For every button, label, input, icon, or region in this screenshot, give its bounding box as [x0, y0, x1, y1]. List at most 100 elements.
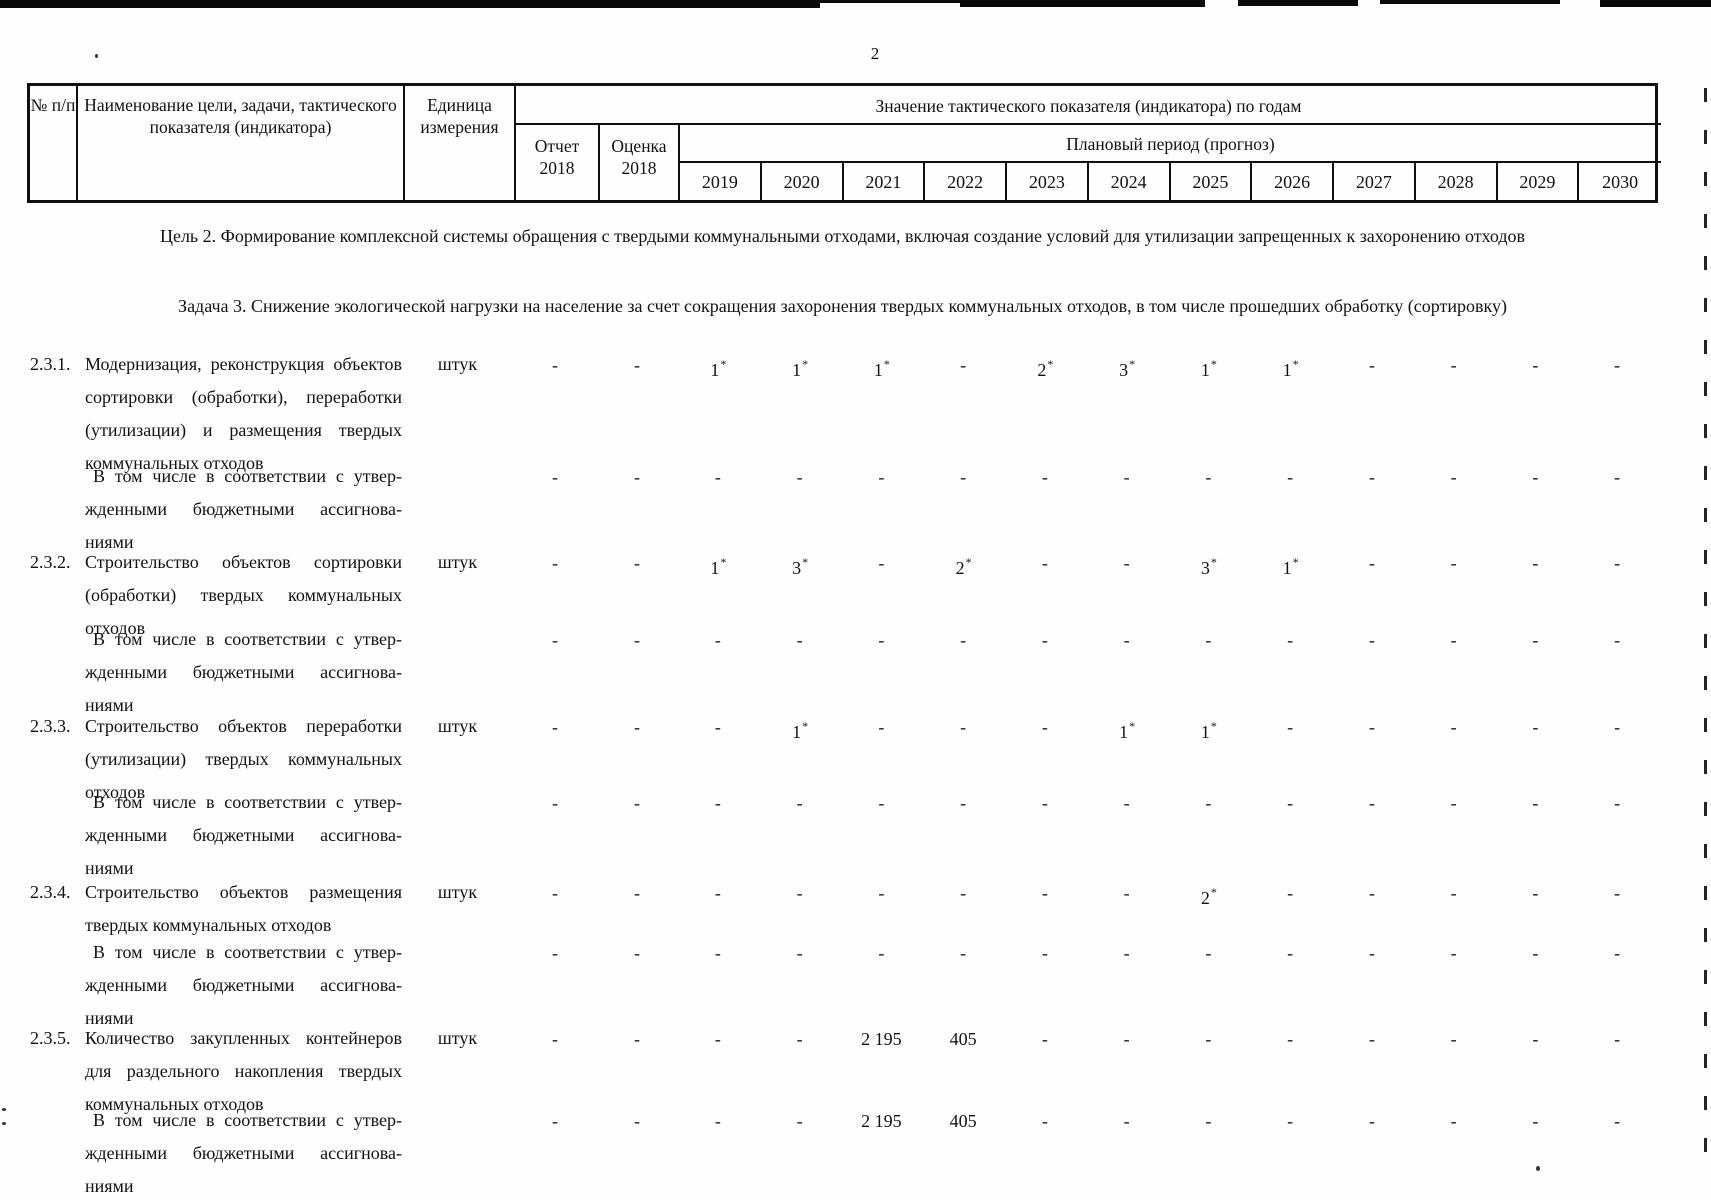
row-value: 2 195 [861, 1111, 902, 1131]
row-value: - [1614, 883, 1621, 903]
table-subrow: В том числе в соответствии с утвер­жденн… [27, 936, 1658, 1035]
footnote-asterisk: * [1292, 357, 1299, 371]
row-unit: штук [437, 1028, 478, 1048]
row-value: - [1614, 553, 1621, 573]
row-value: - [714, 1111, 721, 1131]
column-header-year-2022: 2022 [925, 163, 1007, 200]
row-value: - [1041, 1111, 1048, 1131]
row-name: В том числе в соответствии с утвер­жденн… [85, 629, 402, 715]
row-value: - [1532, 1111, 1539, 1131]
row-value: - [1450, 355, 1457, 375]
scan-artifact-bar [1600, 0, 1711, 7]
row-value: - [1287, 793, 1294, 813]
row-value: - [1041, 467, 1048, 487]
footnote-asterisk: * [1047, 357, 1054, 371]
column-header-year-2028: 2028 [1416, 163, 1498, 200]
row-value: - [878, 717, 885, 737]
row-value: 3* [1119, 357, 1136, 380]
row-value: - [1041, 717, 1048, 737]
row-value: - [1614, 943, 1621, 963]
row-value: - [1614, 717, 1621, 737]
row-value: - [1287, 630, 1294, 650]
row-value: - [634, 943, 640, 963]
row-value: - [552, 1029, 558, 1049]
footnote-asterisk: * [720, 555, 727, 569]
table-row: 2.3.4. Строительство объектов размещения … [27, 876, 1658, 942]
row-value: - [1287, 1111, 1294, 1131]
row-value: - [1614, 1029, 1621, 1049]
footnote-asterisk: * [1210, 357, 1217, 371]
row-value: - [960, 943, 967, 963]
table-row: 2.3.5. Количество закупленных контейне­ро… [27, 1022, 1658, 1121]
row-value: - [796, 793, 803, 813]
task-text: Задача 3. Снижение экологической нагрузк… [178, 296, 1507, 316]
row-number: 2.3.3. [30, 716, 71, 736]
column-header-unit: Единица измерения [405, 86, 516, 200]
row-name: В том числе в соответствии с утвер­жденн… [85, 466, 402, 552]
table-subrow: В том числе в соответствии с утвер­жденн… [27, 623, 1658, 722]
row-value: 2 195 [861, 1029, 902, 1049]
row-value: 1* [1119, 719, 1136, 742]
row-value: - [878, 793, 885, 813]
row-value: 2* [1037, 357, 1054, 380]
column-header-year-2023: 2023 [1007, 163, 1089, 200]
row-value: - [796, 943, 803, 963]
row-value: - [1532, 355, 1539, 375]
row-value: 3* [1200, 555, 1217, 578]
row-value: - [960, 355, 967, 375]
row-value: - [1614, 467, 1621, 487]
row-value: - [1532, 943, 1539, 963]
row-value: - [634, 355, 640, 375]
footnote-asterisk: * [720, 357, 727, 371]
row-value: - [1532, 467, 1539, 487]
row-name: В том числе в соответствии с утвер­жденн… [85, 1110, 402, 1196]
row-value: - [1450, 717, 1457, 737]
footnote-asterisk: * [802, 357, 809, 371]
row-value: - [1368, 630, 1375, 650]
row-value: - [1368, 467, 1375, 487]
row-value: - [1614, 630, 1621, 650]
footnote-asterisk: * [802, 719, 809, 733]
table-row: 2.3.1. Модернизация, реконструкция объ­ек… [27, 348, 1658, 480]
row-value: - [714, 717, 721, 737]
row-value: - [1532, 793, 1539, 813]
row-value: - [796, 883, 803, 903]
row-value: - [714, 1029, 721, 1049]
row-value: - [1287, 883, 1294, 903]
footnote-asterisk: * [1129, 719, 1136, 733]
scan-artifact-bar [1380, 0, 1560, 4]
row-name: Модернизация, реконструкция объ­ектов со… [85, 354, 402, 473]
row-value: - [1450, 883, 1457, 903]
row-name: Строительство объектов сортировки (обраб… [85, 552, 402, 638]
row-number: 2.3.2. [30, 552, 71, 572]
row-value: - [714, 883, 721, 903]
row-value: - [878, 467, 885, 487]
row-value: - [714, 793, 721, 813]
row-value: 1* [1200, 357, 1217, 380]
column-header-year-2019: 2019 [680, 163, 762, 200]
row-value: - [552, 793, 558, 813]
row-value: - [1450, 630, 1457, 650]
row-value: - [1205, 630, 1212, 650]
row-value: - [1041, 553, 1048, 573]
footnote-asterisk: * [965, 555, 972, 569]
row-value: - [1287, 943, 1294, 963]
table-row: 2.3.2. Строительство объектов сортировки … [27, 546, 1658, 645]
row-name: Строительство объектов переработ­ки (ути… [85, 716, 402, 802]
row-value: - [1450, 1029, 1457, 1049]
row-unit: штук [437, 552, 478, 572]
row-value: - [1532, 883, 1539, 903]
row-value: - [1450, 943, 1457, 963]
row-value: - [1205, 943, 1212, 963]
row-value: - [634, 1111, 640, 1131]
row-value: - [1287, 467, 1294, 487]
row-value: - [1205, 1029, 1212, 1049]
row-value: - [960, 467, 967, 487]
row-value: - [960, 793, 967, 813]
row-value: - [1532, 630, 1539, 650]
row-value: - [1614, 355, 1621, 375]
column-header-report-2018: Отчет 2018 [516, 125, 600, 200]
row-value: - [1368, 1111, 1375, 1131]
row-value: - [1041, 943, 1048, 963]
